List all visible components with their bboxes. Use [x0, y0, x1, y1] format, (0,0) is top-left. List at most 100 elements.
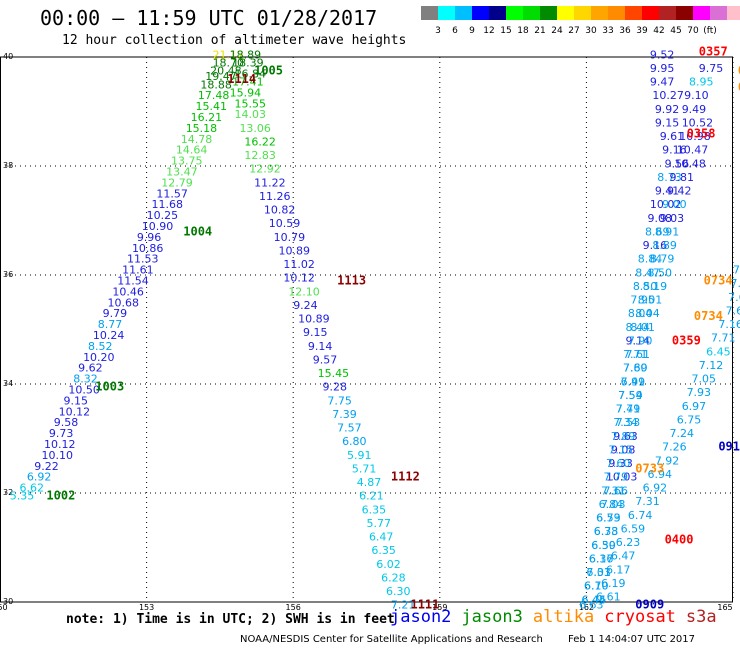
colorbar-swatch [727, 6, 740, 20]
wave-height-point: 7.93 [687, 386, 712, 399]
wave-height-point: 7.53 [616, 416, 641, 429]
footer: NOAA/NESDIS Center for Satellite Applica… [240, 634, 695, 645]
wave-height-point: 7.54 [618, 389, 643, 402]
legend-entry-jason2: jason2 [390, 607, 452, 627]
wave-height-point: 9.41 [655, 185, 680, 198]
wave-height-point: 8.01 [638, 294, 663, 307]
y-tick-label: 32 [3, 488, 13, 497]
wave-height-point: 18.39 [232, 56, 264, 69]
wave-height-point: 7.03 [601, 498, 626, 511]
wave-height-point: 6.97 [682, 400, 707, 413]
wave-height-point: 12.79 [161, 176, 193, 189]
wave-height-point: 6.47 [369, 531, 394, 544]
wave-height-point: 8.50 [647, 266, 672, 279]
wave-height-point: 6.45 [706, 345, 731, 358]
colorbar-label: 30 [585, 26, 597, 36]
colorbar-swatch [693, 6, 710, 20]
y-tick-label: 40 [3, 52, 13, 61]
wave-height-point: 10.12 [283, 272, 315, 285]
wave-height-point: 9.00 [662, 198, 687, 211]
plot-frame [0, 56, 733, 603]
wave-height-point: 9.47 [650, 76, 675, 89]
wave-height-point: 7.31 [635, 495, 660, 508]
wave-height-point: 7.24 [669, 427, 694, 440]
wave-height-point: 8.04 [628, 307, 653, 320]
wave-height-point: 15.94 [230, 86, 262, 99]
wave-height-point: 18.70 [213, 56, 245, 69]
colorbar-label: 12 [483, 26, 494, 36]
wave-height-point: 7.31 [586, 566, 611, 579]
wave-height-point: 10.24 [93, 329, 125, 342]
satellite-legend: jason2 jason3 altika cryosat s3a [390, 607, 727, 627]
wave-height-point: 10.68 [108, 296, 140, 309]
wave-height-point: 10.59 [269, 217, 301, 230]
wave-height-point: 7.05 [691, 373, 716, 386]
wave-height-point: 7.79 [604, 471, 629, 484]
x-tick-label: 150 [0, 603, 8, 610]
pass-time-label: 0909 [635, 598, 664, 610]
colorbar-swatch [642, 6, 659, 20]
wave-height-point: 9.14 [308, 340, 333, 353]
wave-height-point: 10.12 [44, 438, 75, 451]
wave-height-point: 6.47 [611, 550, 636, 563]
colorbar-swatch [455, 6, 472, 20]
wave-height-point: 7.12 [699, 359, 724, 372]
wave-height-point: 10.47 [677, 144, 709, 157]
colorbar-label: 9 [469, 26, 475, 36]
pass-time-label: 1003 [95, 380, 124, 394]
wave-height-point: 8.47 [635, 266, 660, 279]
colorbar-label: 21 [534, 26, 545, 36]
y-tick-label: 38 [3, 161, 13, 170]
wave-height-point: 6.63 [579, 599, 604, 610]
colorbar-label: 6 [452, 26, 458, 36]
colorbar-swatch [676, 6, 693, 20]
wave-height-point: 8.44 [625, 321, 650, 334]
wave-height-point: 9.81 [669, 171, 694, 184]
wave-height-point: 6.74 [628, 509, 653, 522]
legend-entry-s3a: s3a [685, 607, 717, 627]
wave-height-point: 9.08 [611, 443, 636, 456]
colorbar-swatch [625, 6, 642, 20]
wave-height-point: 16.84 [235, 67, 267, 80]
wave-height-point: 7.26 [662, 441, 687, 454]
wave-height-point: 8.91 [655, 225, 680, 238]
colorbar-swatch [438, 6, 455, 20]
wave-height-point: 6.39 [591, 539, 616, 552]
pass-time-label: 1002 [46, 489, 75, 503]
wave-height-point: 6.17 [589, 552, 614, 565]
wave-height-point: 13.06 [239, 122, 270, 135]
wave-height-point: 7.65 [726, 304, 740, 317]
wave-height-point: 8.89 [652, 239, 677, 252]
colorbar-label: 45 [670, 26, 681, 36]
wave-height-point: 9.28 [323, 381, 348, 394]
wave-height-point: 6.73 [594, 525, 619, 538]
wave-height-point: 6.28 [381, 571, 406, 584]
wave-height-point: 14.78 [181, 133, 213, 146]
wave-height-point: 9.49 [682, 103, 707, 116]
wave-height-point: 7.39 [332, 408, 357, 421]
colorbar-swatch [489, 6, 506, 20]
wave-height-point: 10.12 [59, 405, 91, 418]
wave-height-point: 10.20 [83, 351, 115, 364]
wave-height-point: 17.48 [198, 89, 230, 102]
wave-height-point: 7.41 [621, 375, 646, 388]
colorbar-swatch [710, 6, 727, 20]
wave-height-point: 15.45 [318, 367, 350, 380]
wave-height-point: 7.57 [337, 422, 362, 435]
wave-height-point: 9.15 [64, 394, 89, 407]
pass-time-label: 0 [738, 64, 740, 78]
colorbar-swatch [557, 6, 574, 20]
wave-height-point: 9.42 [667, 185, 692, 198]
wave-height-point: 6.19 [601, 577, 626, 590]
wave-height-point: 7.34 [613, 416, 638, 429]
wave-height-point: 10.50 [68, 383, 100, 396]
wave-height-point: 11.26 [259, 190, 291, 203]
chart-subtitle: 12 hour collection of altimeter wave hei… [62, 33, 407, 48]
wave-height-point: 9.03 [660, 212, 685, 225]
colorbar-swatch [608, 6, 625, 20]
wave-height-point: 8.77 [98, 318, 123, 331]
wave-height-point: 6.92 [643, 482, 668, 495]
wave-height-point: 6.61 [596, 591, 621, 604]
wave-height-point: 14.64 [176, 144, 208, 157]
wave-height-point: 7.61 [625, 348, 650, 361]
